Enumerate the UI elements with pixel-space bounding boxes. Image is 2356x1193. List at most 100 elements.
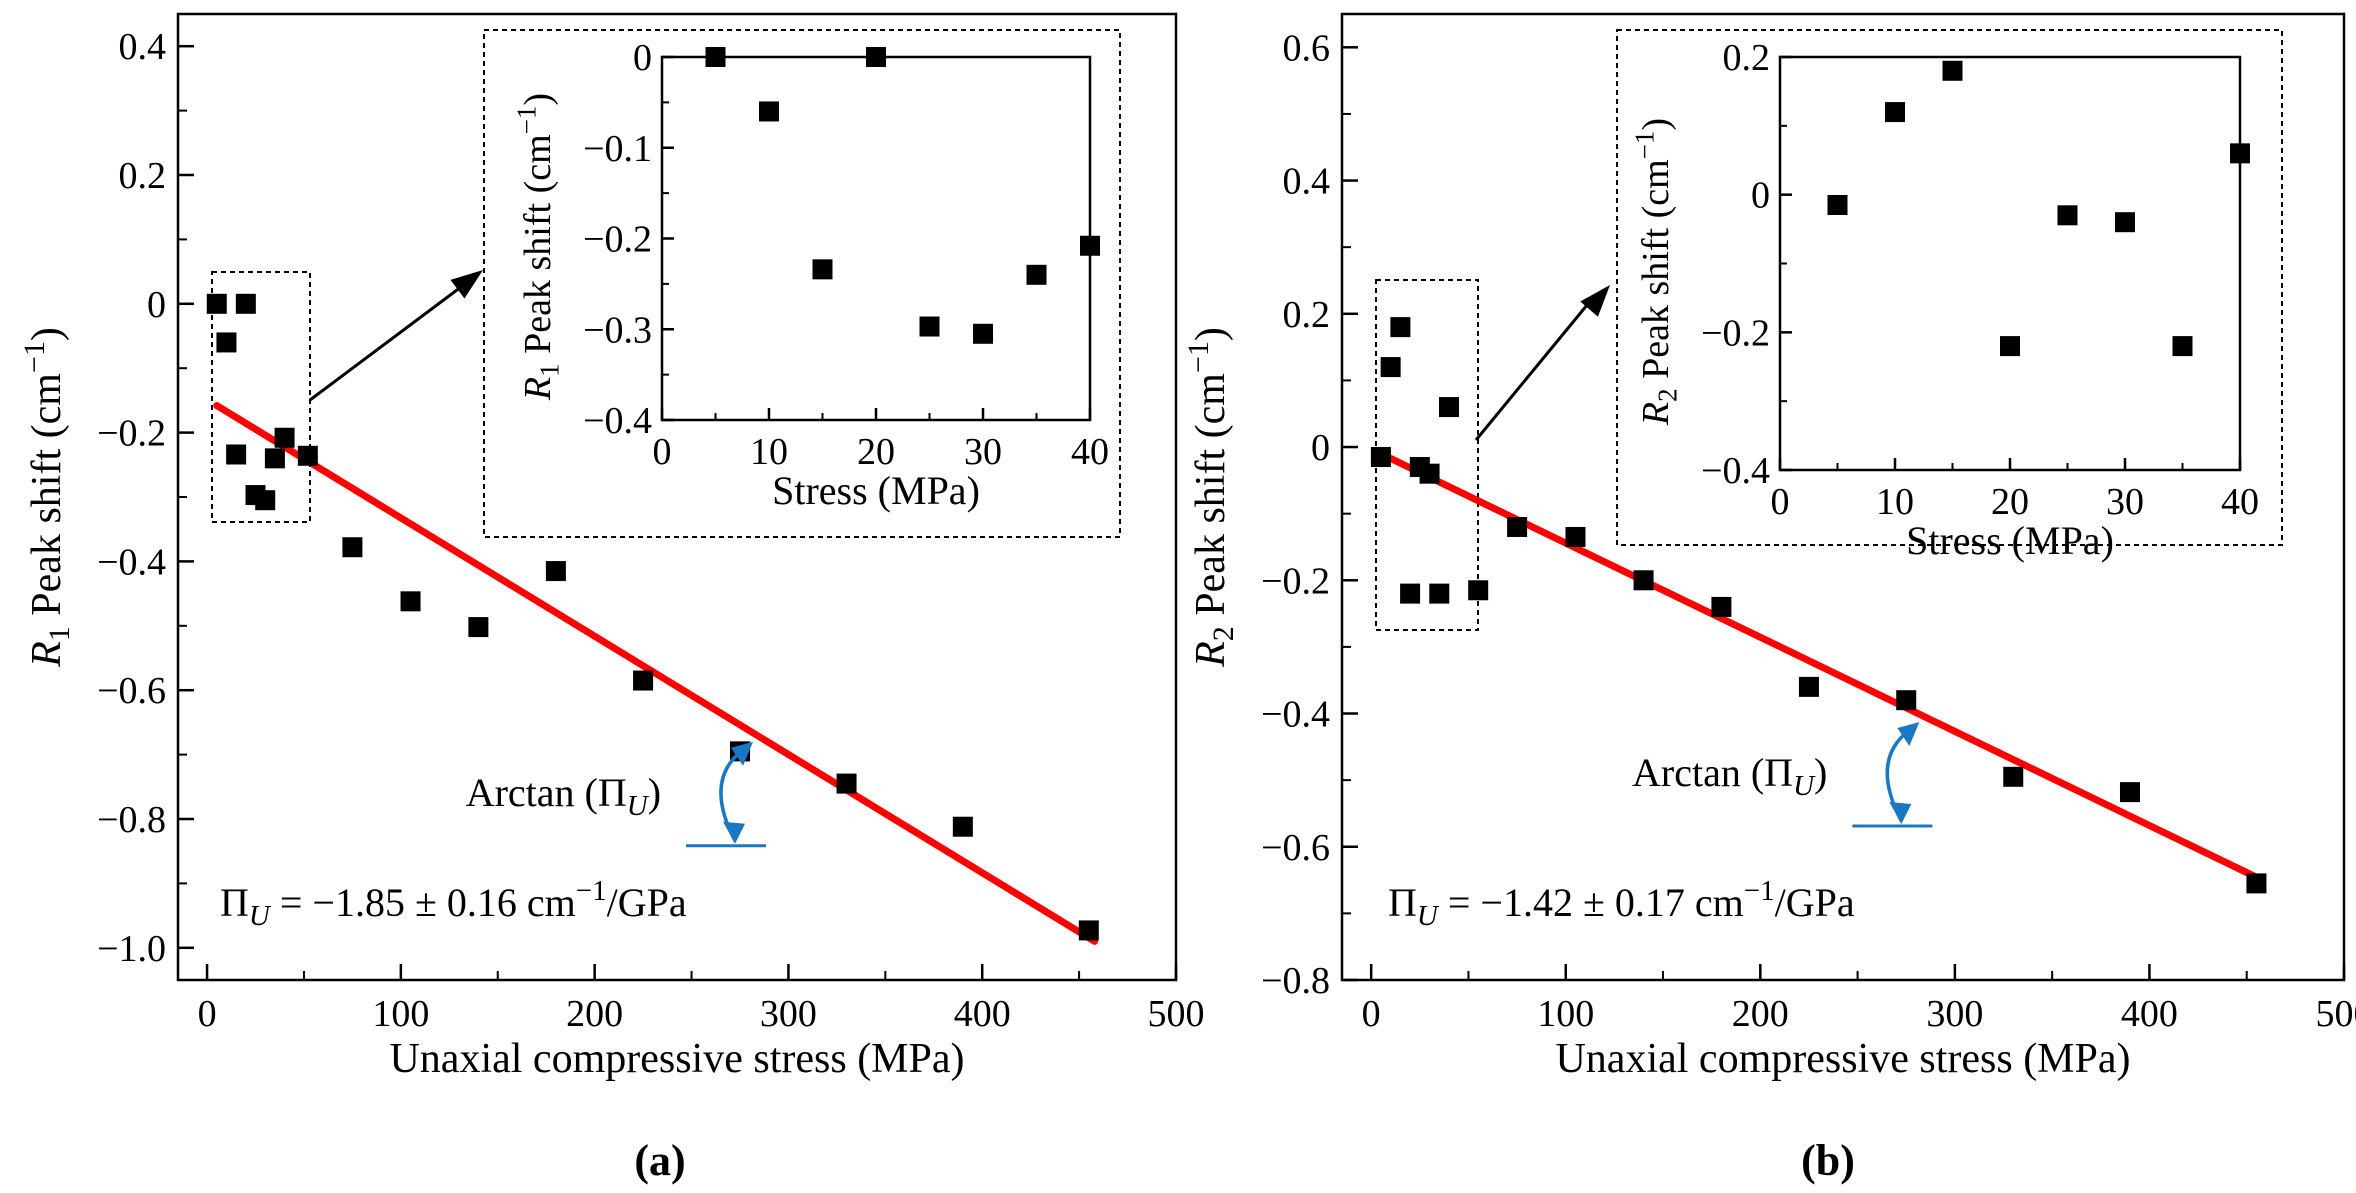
y-axis-label: R2 Peak shift (cm−1) xyxy=(1182,327,1240,668)
slope-value: ΠU = −1.85 ± 0.16 cm−1/GPa xyxy=(220,875,687,932)
label-close: ) xyxy=(24,327,70,341)
label-var: R xyxy=(1635,402,1677,426)
data-point xyxy=(836,773,857,794)
annotation-name: Arctan (Π xyxy=(466,770,627,815)
inset-data-point xyxy=(1080,235,1100,256)
data-point xyxy=(400,591,421,612)
slope-prefix: Π xyxy=(1388,880,1417,925)
inset-y-tick-label: −0.2 xyxy=(583,219,652,261)
angle-arc-arrow-top xyxy=(731,741,754,766)
label-text: Peak shift (cm xyxy=(24,373,70,626)
y-tick-label: −0.6 xyxy=(1261,827,1330,869)
inset-data-point xyxy=(1026,264,1047,285)
x-tick-label: 0 xyxy=(1362,993,1381,1035)
inset-x-tick-label: 40 xyxy=(1071,431,1109,473)
inset-data-point xyxy=(705,47,726,67)
data-point xyxy=(226,444,247,465)
data-point xyxy=(342,537,363,558)
slope-tail: /GPa xyxy=(607,880,687,925)
x-tick-label: 100 xyxy=(372,993,429,1035)
data-point xyxy=(1400,583,1421,604)
angle-annotation: Arctan (ΠU) xyxy=(466,770,661,822)
data-point xyxy=(235,293,256,314)
slope-sup: −1 xyxy=(1744,875,1775,907)
x-axis-label: Unaxial compressive stress (MPa) xyxy=(1555,1036,2130,1082)
inset-x-tick-label: 30 xyxy=(2106,481,2144,523)
inset-frame xyxy=(483,29,1121,538)
y-axis-label: R1 Peak shift (cm−1) xyxy=(18,327,76,668)
angle-arc-arrow-bottom xyxy=(723,821,746,844)
data-point xyxy=(1711,596,1732,617)
plot-frame xyxy=(1340,12,2346,982)
inset-x-tick-label: 0 xyxy=(1771,481,1790,523)
inset-y-tick-label: −0.4 xyxy=(1701,450,1770,492)
inset-frame xyxy=(1616,29,2283,546)
x-tick-label: 400 xyxy=(954,993,1011,1035)
data-point xyxy=(1390,317,1411,338)
inset-y-tick-label: 0 xyxy=(633,37,652,79)
label-close: ) xyxy=(1188,327,1234,341)
slope-sub: U xyxy=(1417,900,1440,932)
inset-data-point xyxy=(866,47,886,67)
label-sub: 1 xyxy=(534,363,564,377)
x-axis-label: Unaxial compressive stress (MPa) xyxy=(389,1036,964,1082)
slope-text: = −1.42 ± 0.17 cm xyxy=(1438,880,1744,925)
x-tick-label: 300 xyxy=(1926,993,1983,1035)
data-point xyxy=(1078,920,1099,941)
inset-x-axis-label: Stress (MPa) xyxy=(1906,518,2114,563)
x-tick-label: 300 xyxy=(760,993,817,1035)
data-point xyxy=(1429,583,1450,604)
y-tick-label: −1.0 xyxy=(97,928,166,970)
data-point xyxy=(1507,516,1528,537)
data-point xyxy=(545,561,566,582)
label-sub: 2 xyxy=(1207,626,1240,641)
label-sup: −1 xyxy=(512,106,542,135)
x-tick-label: 500 xyxy=(1148,993,1205,1035)
y-tick-label: −0.2 xyxy=(97,413,166,455)
slope-value: ΠU = −1.42 ± 0.17 cm−1/GPa xyxy=(1388,875,1855,932)
inset-data-point xyxy=(1827,194,1848,215)
inset-y-axis-label: R1 Peak shift (cm−1) xyxy=(512,93,565,401)
inset-y-tick-label: −0.2 xyxy=(1701,312,1770,354)
inset-data-point xyxy=(2230,143,2250,164)
label-var: R xyxy=(24,641,70,668)
inset-data-point xyxy=(2115,212,2135,233)
label-var: R xyxy=(517,377,559,401)
label-sub: 1 xyxy=(43,626,76,641)
y-tick-label: 0.4 xyxy=(1283,161,1331,203)
inset-data-point xyxy=(2172,336,2193,357)
inset-x-axis-label: Stress (MPa) xyxy=(772,468,980,513)
data-point xyxy=(468,617,489,638)
data-point xyxy=(264,448,285,469)
inset-data-point xyxy=(1942,60,1963,81)
inset-x-tick-label: 30 xyxy=(964,431,1002,473)
x-tick-label: 0 xyxy=(198,993,217,1035)
data-point xyxy=(1439,397,1460,418)
data-point xyxy=(952,816,973,837)
x-tick-label: 500 xyxy=(2316,993,2356,1035)
inset-x-tick-label: 10 xyxy=(1876,481,1914,523)
data-point xyxy=(1565,526,1586,547)
annotation-name: Arctan (Π xyxy=(1632,750,1793,795)
data-point xyxy=(2119,782,2140,803)
y-tick-label: 0 xyxy=(147,284,166,326)
panel-a-label: (a) xyxy=(634,1136,685,1185)
angle-arc-arrow-top xyxy=(1897,722,1920,747)
x-tick-label: 200 xyxy=(566,993,623,1035)
inset-y-tick-label: −0.3 xyxy=(583,309,652,351)
label-text: Peak shift (cm xyxy=(1188,373,1234,626)
data-point xyxy=(255,490,276,511)
y-tick-label: −0.8 xyxy=(1261,960,1330,1002)
inset-data-point xyxy=(1885,102,1905,123)
zoom-region-box xyxy=(211,271,311,523)
zoom-arrow-line xyxy=(1474,298,1594,441)
data-point xyxy=(2003,766,2024,787)
inset-y-tick-label: −0.1 xyxy=(583,128,652,170)
chart-panel-a: 0 100 200 300 400 5000.40.20−0.2−0.4−0.6−0.8−… xyxy=(18,12,1205,1082)
data-point xyxy=(274,427,295,448)
inset-chart-a: 0 10 20 30 40 0 −0.1 −0.2 −0.3 −0.4 Stress (MPa) R1… xyxy=(483,29,1121,538)
slope-sub: U xyxy=(249,900,272,932)
y-tick-label: 0.6 xyxy=(1283,27,1331,69)
zoom-arrow-head xyxy=(1580,285,1610,317)
